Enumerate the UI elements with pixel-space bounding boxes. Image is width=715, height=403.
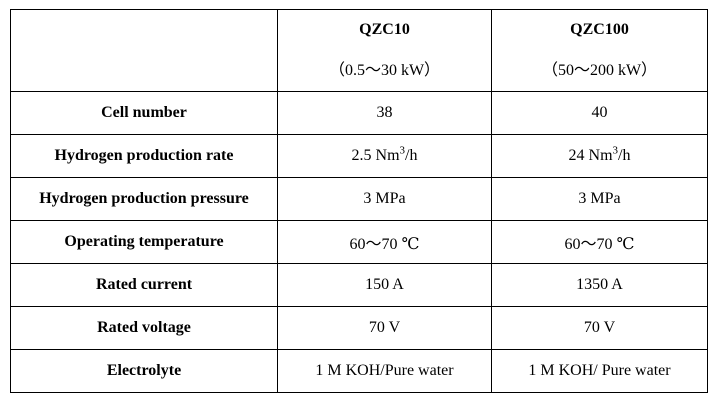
table-row: Rated current 150 A 1350 A bbox=[10, 263, 708, 307]
unit-superscript: 3 bbox=[399, 144, 406, 157]
table-row: Hydrogen production pressure 3 MPa 3 MPa bbox=[10, 177, 708, 221]
table-cell: 24 Nm3/h bbox=[491, 134, 708, 178]
table-cell: 60～70 ℃ bbox=[277, 220, 492, 264]
table-row: Rated voltage 70 V 70 V bbox=[10, 306, 708, 350]
table-row: Cell number 38 40 bbox=[10, 91, 708, 135]
unit-superscript: 3 bbox=[612, 144, 619, 157]
table-row: Hydrogen production rate 2.5 Nm3/h 24 Nm… bbox=[10, 134, 708, 178]
table-cell: 1 M KOH/Pure water bbox=[277, 349, 492, 393]
row-label: Hydrogen production rate bbox=[10, 134, 278, 178]
row-label: Rated voltage bbox=[10, 306, 278, 350]
table-cell: 3 MPa bbox=[491, 177, 708, 221]
electrolyzer-spec-table: QZC10 （0.5～30 kW） QZC100 （50～200 kW） Cel… bbox=[10, 9, 708, 393]
table-cell: 60～70 ℃ bbox=[491, 220, 708, 264]
model-power-range: （50～200 kW） bbox=[541, 62, 658, 79]
model-name: QZC100 bbox=[570, 21, 629, 38]
table-cell: 70 V bbox=[277, 306, 492, 350]
cell-value: 2.5 Nm bbox=[351, 147, 400, 164]
table-cell: 1350 A bbox=[491, 263, 708, 307]
model-header-qzc100: QZC100 （50～200 kW） bbox=[491, 9, 708, 92]
table-cell: 1 M KOH/ Pure water bbox=[491, 349, 708, 393]
row-label: Operating temperature bbox=[10, 220, 278, 264]
model-header-qzc10: QZC10 （0.5～30 kW） bbox=[277, 9, 492, 92]
table-cell: 2.5 Nm3/h bbox=[277, 134, 492, 178]
row-label: Rated current bbox=[10, 263, 278, 307]
row-label: Electrolyte bbox=[10, 349, 278, 393]
table-row: Electrolyte 1 M KOH/Pure water 1 M KOH/ … bbox=[10, 349, 708, 393]
table-row: Operating temperature 60～70 ℃ 60～70 ℃ bbox=[10, 220, 708, 264]
table-cell: 40 bbox=[491, 91, 708, 135]
unit-suffix: /h bbox=[618, 147, 631, 164]
model-name: QZC10 bbox=[359, 21, 410, 38]
cell-value: 24 Nm bbox=[568, 147, 613, 164]
model-power-range: （0.5～30 kW） bbox=[328, 62, 441, 79]
row-label: Hydrogen production pressure bbox=[10, 177, 278, 221]
corner-cell bbox=[10, 9, 278, 92]
table-cell: 150 A bbox=[277, 263, 492, 307]
table-header-row: QZC10 （0.5～30 kW） QZC100 （50～200 kW） bbox=[10, 9, 708, 92]
row-label: Cell number bbox=[10, 91, 278, 135]
table-cell: 3 MPa bbox=[277, 177, 492, 221]
unit-suffix: /h bbox=[405, 147, 418, 164]
table-cell: 70 V bbox=[491, 306, 708, 350]
table-cell: 38 bbox=[277, 91, 492, 135]
